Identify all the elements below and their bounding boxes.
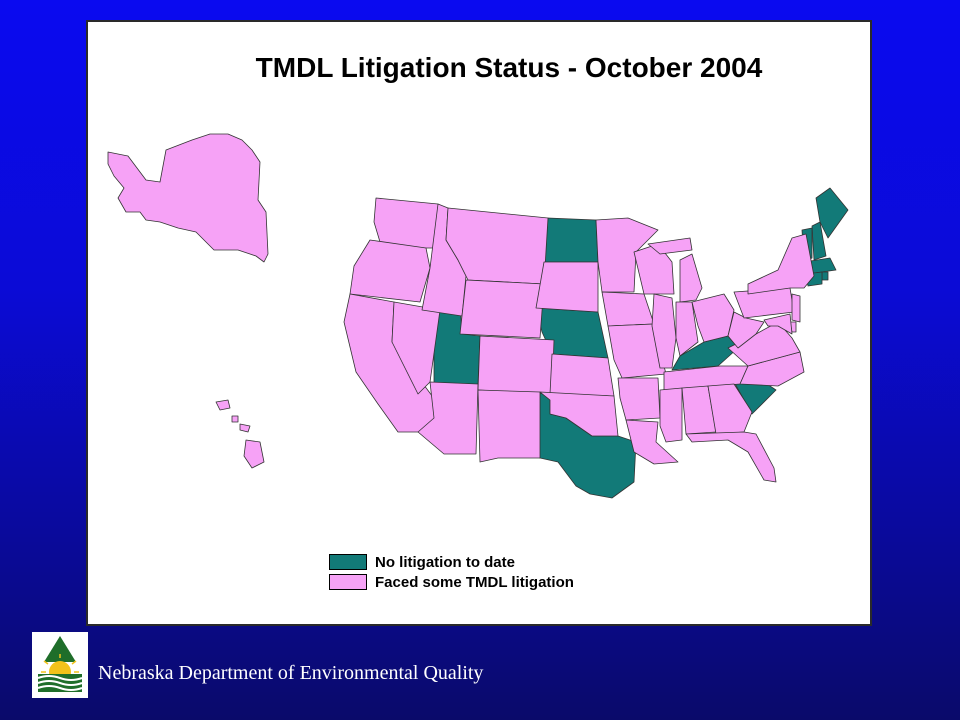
state-new-hampshire (811, 221, 827, 261)
state-mississippi (659, 387, 683, 443)
state-michigan (647, 237, 703, 303)
state-arkansas (617, 377, 661, 421)
state-illinois (651, 293, 677, 369)
state-louisiana (625, 419, 679, 465)
state-arizona (417, 381, 479, 455)
legend-label-no-litigation: No litigation to date (375, 553, 515, 571)
state-new-jersey (791, 293, 801, 323)
state-ohio (691, 293, 735, 343)
state-indiana (675, 301, 699, 357)
organization-name: Nebraska Department of Environmental Qua… (98, 662, 484, 684)
state-georgia (707, 383, 753, 435)
state-west-virginia (727, 311, 765, 349)
us-map (107, 133, 849, 499)
state-maine (815, 187, 849, 239)
state-florida (685, 431, 777, 483)
legend-label-faced-litigation: Faced some TMDL litigation (375, 573, 574, 591)
state-new-york (747, 233, 815, 295)
state-oregon (349, 239, 431, 303)
legend: No litigation to date Faced some TMDL li… (329, 552, 574, 592)
ndeq-logo (32, 632, 88, 698)
state-washington (373, 197, 439, 249)
state-hawaii (215, 399, 265, 469)
state-north-dakota (543, 217, 599, 263)
legend-swatch-faced-litigation (329, 574, 367, 590)
state-maryland (763, 313, 793, 335)
map-panel: TMDL Litigation Status - October 2004 No… (86, 20, 872, 626)
legend-item-no-litigation: No litigation to date (329, 552, 574, 572)
state-kansas (549, 353, 615, 397)
state-colorado (477, 335, 555, 395)
state-iowa (601, 291, 655, 327)
state-new-mexico (477, 389, 541, 463)
state-rhode-island (821, 271, 829, 281)
state-pennsylvania (733, 287, 795, 319)
legend-swatch-no-litigation (329, 554, 367, 570)
slide-title: TMDL Litigation Status - October 2004 (255, 52, 763, 83)
state-alaska (107, 133, 269, 263)
state-minnesota (595, 217, 659, 293)
ndeq-logo-icon (37, 636, 83, 692)
legend-item-faced-litigation: Faced some TMDL litigation (329, 572, 574, 592)
state-oklahoma (539, 391, 619, 437)
state-south-dakota (535, 261, 599, 313)
state-wyoming (459, 279, 545, 339)
